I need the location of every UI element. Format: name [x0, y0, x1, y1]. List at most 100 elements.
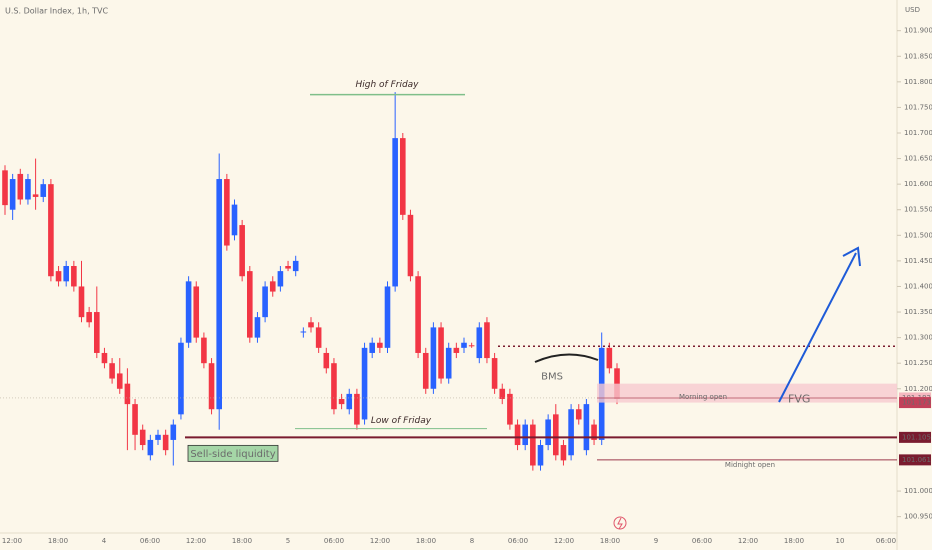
candle-body	[101, 352, 108, 364]
candle-body	[231, 204, 238, 236]
x-tick-label: 18:00	[784, 537, 804, 545]
candle-body	[308, 322, 314, 328]
candle-body	[71, 266, 77, 287]
candle-body	[514, 424, 521, 446]
candle-body	[185, 281, 192, 343]
candle-body	[400, 138, 406, 215]
x-tick-label: 18:00	[232, 537, 252, 545]
candle-body	[392, 138, 398, 287]
candle-body	[415, 276, 421, 353]
candle-body	[384, 286, 391, 348]
arrow-head	[842, 246, 861, 267]
candle-body	[55, 271, 62, 282]
candle-body	[575, 409, 582, 420]
x-tick-label: 8	[470, 537, 474, 545]
candle-body	[78, 286, 85, 318]
candle-body	[461, 342, 467, 348]
x-tick-label: 06:00	[508, 537, 528, 545]
candle-body	[530, 424, 536, 466]
candle-body	[269, 281, 276, 292]
x-tick-label: 18:00	[416, 537, 436, 545]
candle-body	[522, 424, 528, 446]
price-label-bg	[899, 397, 931, 409]
candle-body	[277, 271, 284, 287]
candle-body	[300, 331, 307, 333]
x-tick-label: 06:00	[324, 537, 344, 545]
candle-body	[583, 404, 590, 451]
candle-body	[545, 419, 551, 446]
candle-body	[262, 286, 268, 318]
candle-body	[422, 352, 429, 389]
y-tick-label: 101.550	[904, 206, 932, 214]
candle-body	[170, 424, 177, 440]
candle-body	[591, 424, 597, 440]
price-label: 101.061	[902, 456, 931, 464]
annotation-label: Sell-side liquidity	[190, 449, 275, 460]
candle-body	[560, 445, 567, 461]
candle-body	[132, 404, 138, 435]
y-tick-label: 101.600	[904, 180, 932, 188]
candle-body	[507, 393, 513, 425]
candle-body	[499, 388, 506, 399]
x-tick-label: 12:00	[370, 537, 390, 545]
candle-body	[155, 434, 161, 440]
candle-body	[369, 342, 375, 353]
candle-body	[208, 363, 215, 410]
candle-body	[116, 373, 123, 389]
candle-body	[445, 347, 452, 379]
candle-body	[247, 271, 253, 338]
price-label: 101.173	[902, 399, 931, 407]
event-bolt	[617, 517, 623, 530]
candle-body	[430, 327, 437, 389]
candle-body	[216, 179, 222, 410]
candle-body	[48, 184, 54, 277]
projection-arrow	[778, 252, 857, 403]
candle-body	[468, 345, 475, 347]
x-tick-label: 5	[286, 537, 290, 545]
candle-body	[338, 399, 345, 405]
candle-body	[139, 429, 146, 446]
y-tick-label: 101.650	[904, 155, 932, 163]
candle-body	[254, 317, 261, 338]
bms-arc	[534, 353, 599, 363]
x-tick-label: 12:00	[554, 537, 574, 545]
candle-body	[9, 179, 16, 210]
candle-body	[109, 363, 115, 379]
candle-body	[2, 170, 8, 206]
fvg-zone	[597, 383, 897, 403]
candle-body	[315, 327, 322, 348]
x-tick-label: 12:00	[738, 537, 758, 545]
candle-body	[239, 225, 245, 277]
candle-body	[162, 434, 169, 451]
x-tick-label: 9	[654, 537, 658, 545]
candle-body	[147, 439, 154, 456]
x-tick-label: 06:00	[140, 537, 160, 545]
candle-body	[17, 173, 24, 200]
fvg-label: FVG	[788, 393, 810, 406]
x-tick-label: 4	[102, 537, 107, 545]
y-tick-label: 101.450	[904, 257, 932, 265]
x-tick-label: 06:00	[876, 537, 896, 545]
candle-body	[193, 286, 200, 338]
y-tick-label: 101.500	[904, 231, 932, 239]
annotation-label: High of Friday	[355, 80, 419, 90]
y-tick-label: 100.950	[904, 513, 932, 521]
candle-body	[331, 363, 337, 410]
candle-body	[476, 327, 483, 359]
candle-body	[40, 184, 47, 197]
candle-body	[438, 327, 444, 379]
candle-body	[568, 409, 574, 456]
candle-body	[32, 194, 39, 197]
chart-title: U.S. Dollar Index, 1h, TVC	[5, 7, 109, 16]
candle-body	[553, 414, 559, 456]
y-tick-label: 101.850	[904, 52, 932, 60]
y-tick-label: 101.200	[904, 385, 932, 393]
y-tick-label: 101.700	[904, 129, 932, 137]
x-tick-label: 12:00	[2, 537, 22, 545]
candle-body	[94, 312, 100, 353]
y-tick-label: 101.250	[904, 359, 932, 367]
x-tick-label: 06:00	[692, 537, 712, 545]
y-tick-label: 101.350	[904, 308, 932, 316]
candle-body	[292, 260, 299, 272]
